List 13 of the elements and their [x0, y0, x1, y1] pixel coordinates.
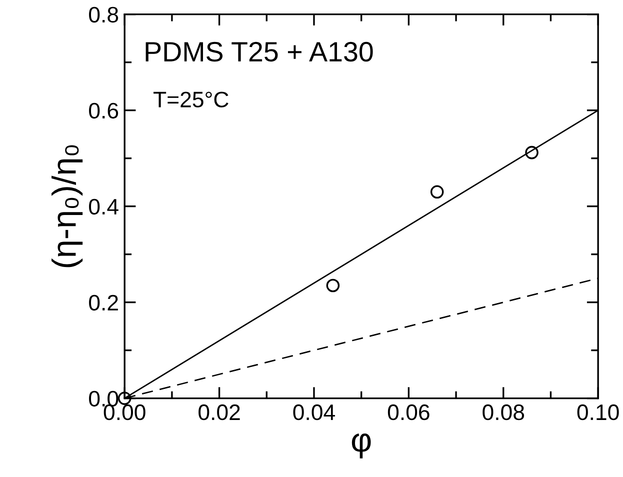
y-tick-label: 0.6 [89, 102, 118, 119]
x-tick-label: 0.04 [293, 404, 335, 420]
x-axis-title: φ [352, 434, 371, 458]
x-tick-label: 0.02 [198, 404, 240, 420]
y-axis-title: (η-η₀)/η₀ [52, 145, 83, 268]
y-tick-label: 0.2 [89, 294, 118, 311]
x-tick-label: 0.10 [577, 404, 619, 420]
annotation: T=25°C [154, 92, 228, 108]
x-tick-label: 0.06 [388, 404, 430, 420]
y-tick-label: 0.4 [89, 198, 118, 215]
x-tick-label: 0.08 [482, 404, 524, 420]
y-tick-label: 0.8 [89, 6, 118, 23]
annotation: PDMS T25 + A130 [146, 42, 373, 62]
